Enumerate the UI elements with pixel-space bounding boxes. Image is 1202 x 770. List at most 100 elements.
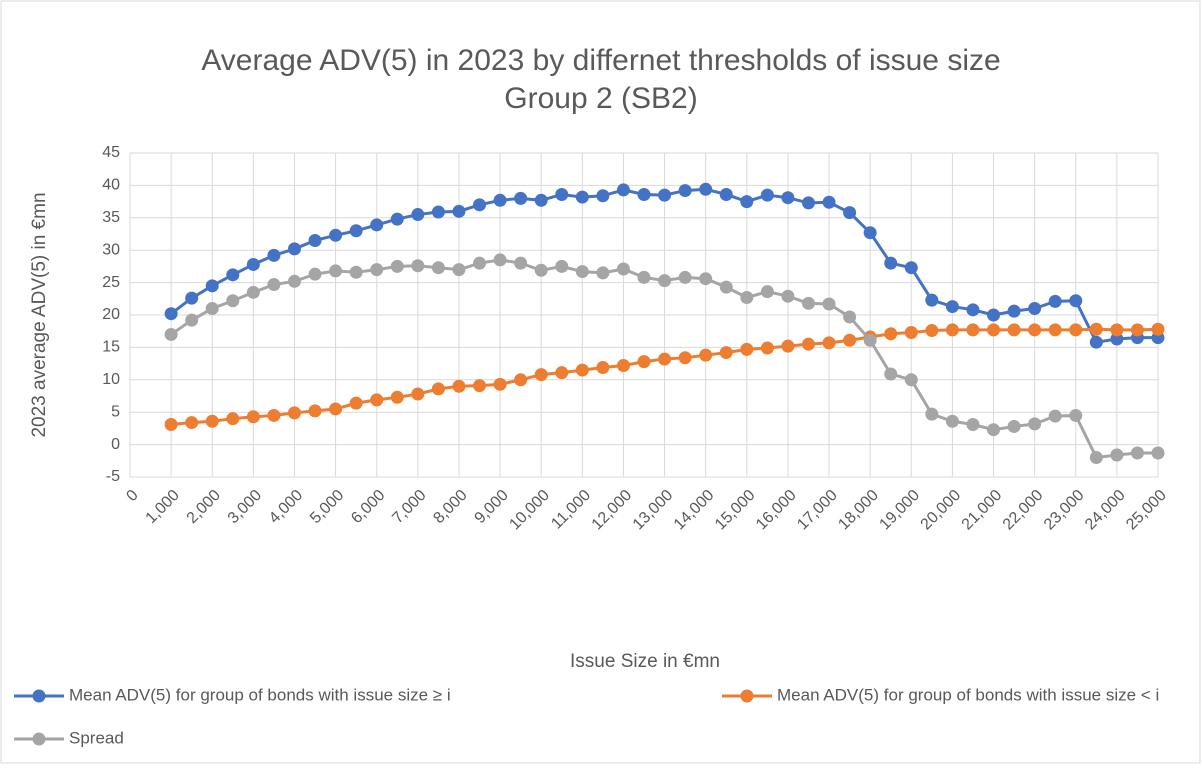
point [575, 363, 589, 377]
point [1110, 332, 1124, 346]
point [822, 297, 836, 311]
point [411, 208, 425, 222]
legend-label: Mean ADV(5) for group of bonds with issu… [69, 685, 451, 704]
point [164, 418, 178, 432]
point [1151, 322, 1165, 336]
point [678, 184, 692, 198]
y-tick-label: 40 [102, 177, 120, 194]
point [1089, 451, 1103, 465]
point [740, 195, 754, 209]
point [1028, 323, 1042, 337]
point [493, 253, 507, 267]
y-tick-label: 30 [102, 241, 120, 258]
point [719, 346, 733, 360]
point [329, 402, 343, 416]
point [637, 270, 651, 284]
point [945, 300, 959, 314]
point [781, 191, 795, 205]
point [473, 256, 487, 270]
point [699, 348, 713, 362]
point [678, 351, 692, 365]
point [370, 393, 384, 407]
point [1028, 302, 1042, 316]
point [390, 390, 404, 404]
point [287, 406, 301, 420]
point [267, 278, 281, 292]
point [719, 187, 733, 201]
point [884, 327, 898, 341]
point [534, 193, 548, 207]
y-tick-label: -5 [106, 468, 120, 485]
point [164, 327, 178, 341]
point [329, 228, 343, 242]
point [904, 261, 918, 275]
point [801, 296, 815, 310]
y-tick-label: 5 [111, 403, 120, 420]
point [678, 270, 692, 284]
point [555, 187, 569, 201]
point [966, 303, 980, 317]
point [596, 189, 610, 203]
point [925, 407, 939, 421]
y-tick-label: 20 [102, 306, 120, 323]
y-tick-label: 45 [102, 144, 120, 161]
point [945, 323, 959, 337]
point [1089, 335, 1103, 349]
point [1069, 294, 1083, 308]
point [904, 373, 918, 387]
point [801, 337, 815, 351]
point [349, 396, 363, 410]
point [370, 218, 384, 232]
point [781, 339, 795, 353]
point [945, 414, 959, 428]
point [226, 294, 240, 308]
point [390, 212, 404, 226]
point [822, 336, 836, 350]
point [843, 310, 857, 324]
legend-marker [32, 689, 46, 703]
point [740, 291, 754, 305]
point [267, 408, 281, 422]
y-tick-label: 10 [102, 371, 120, 388]
point [411, 259, 425, 273]
point [1028, 417, 1042, 431]
point [493, 377, 507, 391]
point [349, 265, 363, 279]
point [164, 307, 178, 321]
point [925, 324, 939, 338]
point [760, 341, 774, 355]
point [287, 242, 301, 256]
legend-marker [740, 689, 754, 703]
point [1110, 448, 1124, 462]
point [493, 193, 507, 207]
point [884, 367, 898, 381]
point [452, 204, 466, 218]
point [431, 205, 445, 219]
point [719, 280, 733, 294]
point [185, 291, 199, 305]
point [514, 256, 528, 270]
point [246, 257, 260, 271]
point [205, 279, 219, 293]
chart-title: Average ADV(5) in 2023 by differnet thre… [201, 44, 1000, 77]
point [884, 256, 898, 270]
point [329, 264, 343, 278]
point [637, 355, 651, 369]
point [534, 263, 548, 277]
legend-label: Spread [69, 728, 124, 747]
point [452, 379, 466, 393]
point [699, 182, 713, 196]
point [226, 412, 240, 426]
point [514, 373, 528, 387]
point [308, 267, 322, 281]
point [843, 206, 857, 220]
point [287, 274, 301, 288]
point [925, 293, 939, 307]
legend-label: Mean ADV(5) for group of bonds with issu… [777, 685, 1159, 704]
point [822, 195, 836, 209]
point [205, 302, 219, 316]
point [1048, 294, 1062, 308]
point [185, 416, 199, 430]
point [616, 359, 630, 373]
